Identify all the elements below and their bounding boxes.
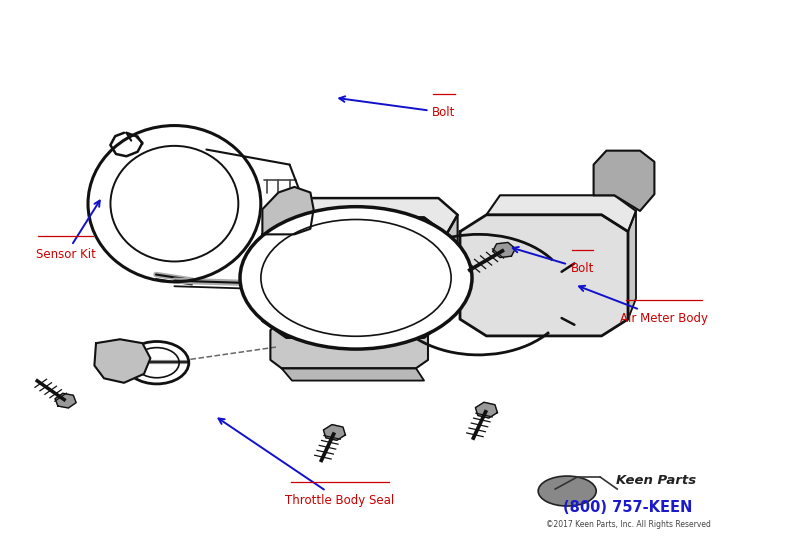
Polygon shape xyxy=(286,198,458,234)
Text: Sensor Kit: Sensor Kit xyxy=(36,201,100,261)
Polygon shape xyxy=(262,187,314,234)
Polygon shape xyxy=(594,151,654,211)
Text: Bolt: Bolt xyxy=(339,97,456,119)
Text: Air Meter Body: Air Meter Body xyxy=(579,286,708,325)
Polygon shape xyxy=(323,425,346,440)
Polygon shape xyxy=(628,211,636,319)
Polygon shape xyxy=(486,195,636,232)
Text: Throttle Body Seal: Throttle Body Seal xyxy=(218,418,394,507)
Polygon shape xyxy=(446,215,458,321)
Polygon shape xyxy=(262,218,446,338)
Text: Bolt: Bolt xyxy=(513,247,594,275)
Polygon shape xyxy=(493,242,515,258)
Polygon shape xyxy=(475,402,498,418)
Polygon shape xyxy=(282,368,424,381)
Polygon shape xyxy=(94,339,150,383)
Text: ©2017 Keen Parts, Inc. All Rights Reserved: ©2017 Keen Parts, Inc. All Rights Reserv… xyxy=(546,520,710,529)
Text: Keen Parts: Keen Parts xyxy=(616,474,696,488)
Ellipse shape xyxy=(538,476,596,506)
Text: (800) 757-KEEN: (800) 757-KEEN xyxy=(563,501,693,515)
Polygon shape xyxy=(270,321,428,368)
Polygon shape xyxy=(460,215,628,336)
Polygon shape xyxy=(55,393,76,408)
Ellipse shape xyxy=(240,206,472,349)
